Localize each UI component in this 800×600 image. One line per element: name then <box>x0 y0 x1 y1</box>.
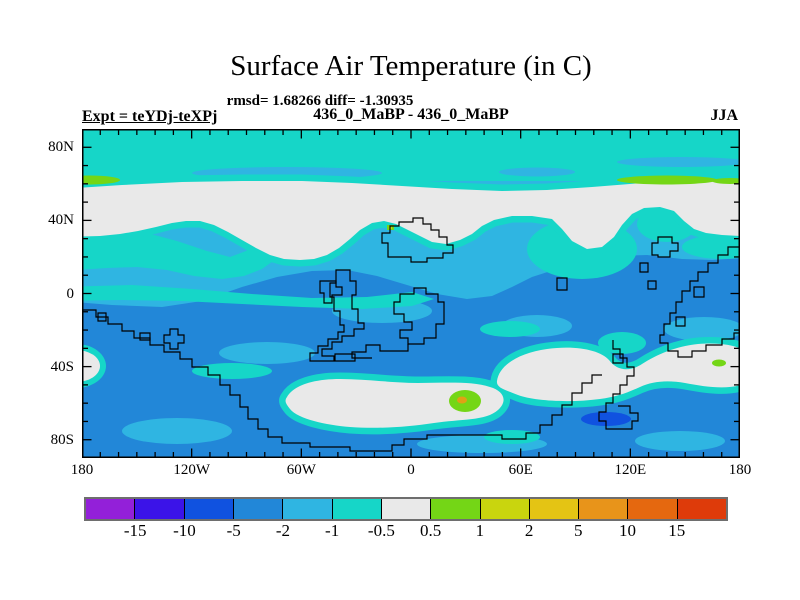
colorbar-label--0.5: -0.5 <box>367 521 395 540</box>
colorbar-cell-12 <box>676 499 727 519</box>
lon-label-120W: 120W <box>173 462 210 478</box>
experiment-label: Expt = teYDj-teXPj <box>82 108 218 125</box>
colorbar-label-5: 5 <box>574 521 583 540</box>
colorbar-cell-8 <box>479 499 529 519</box>
warm-anomaly-spots <box>82 175 740 412</box>
coastlines <box>82 217 740 452</box>
colorbar-cell-10 <box>578 499 628 519</box>
temperature-map <box>82 129 740 458</box>
stats-line: rmsd= 1.68266 diff= -1.30935 <box>226 93 414 109</box>
lon-label-120E: 120E <box>614 462 647 478</box>
comparison-line: 436_0_MaBP - 436_0_MaBP <box>313 106 509 123</box>
colorbar-cell-9 <box>528 499 579 519</box>
colorbar-cell-5 <box>331 499 381 519</box>
lon-label-0: 0 <box>407 462 415 478</box>
lat-label-40N: 40N <box>48 212 74 229</box>
season-label: JJA <box>710 107 738 124</box>
contour-nearzero-south <box>82 337 740 435</box>
colorbar-cell-4 <box>282 499 332 519</box>
lon-label-180: 180 <box>728 462 752 478</box>
contour-minus2-minus1-patches <box>122 299 740 453</box>
lon-label-60E: 60E <box>508 462 533 478</box>
axis-ticks <box>83 130 739 457</box>
colorbar-cell-1 <box>134 499 184 519</box>
lat-label-80S: 80S <box>50 431 74 448</box>
lat-label-40S: 40S <box>50 358 74 375</box>
colorbar-label--15: -15 <box>123 521 147 540</box>
colorbar-cell-6 <box>380 499 431 519</box>
colorbar-label-2: 2 <box>524 521 534 540</box>
page-title: Surface Air Temperature (in C) <box>230 50 592 82</box>
colorbar-cell-11 <box>627 499 677 519</box>
contour-nearzero-north <box>82 174 740 267</box>
lat-label-0: 0 <box>66 285 75 302</box>
colorbar-cell-0 <box>86 499 135 519</box>
colorbar-label-1: 1 <box>475 521 485 540</box>
colorbar-label--5: -5 <box>226 521 241 540</box>
map-frame <box>82 129 740 458</box>
colorbar-label--10: -10 <box>173 521 196 540</box>
colorbar-label-0.5: 0.5 <box>419 521 442 540</box>
colorbar-label--1: -1 <box>325 521 340 540</box>
colorbar-label-15: 15 <box>668 521 686 540</box>
colorbar <box>84 497 728 521</box>
colorbar-cell-7 <box>430 499 480 519</box>
lon-label-180: 180 <box>70 462 94 478</box>
contour-minus10-minus5-patch <box>581 412 631 426</box>
colorbar-label--2: -2 <box>275 521 290 540</box>
lon-label-60W: 60W <box>286 462 316 478</box>
colorbar-label-10: 10 <box>619 521 637 540</box>
lat-label-80N: 80N <box>48 139 74 156</box>
colorbar-cell-2 <box>183 499 233 519</box>
colorbar-cell-3 <box>232 499 283 519</box>
